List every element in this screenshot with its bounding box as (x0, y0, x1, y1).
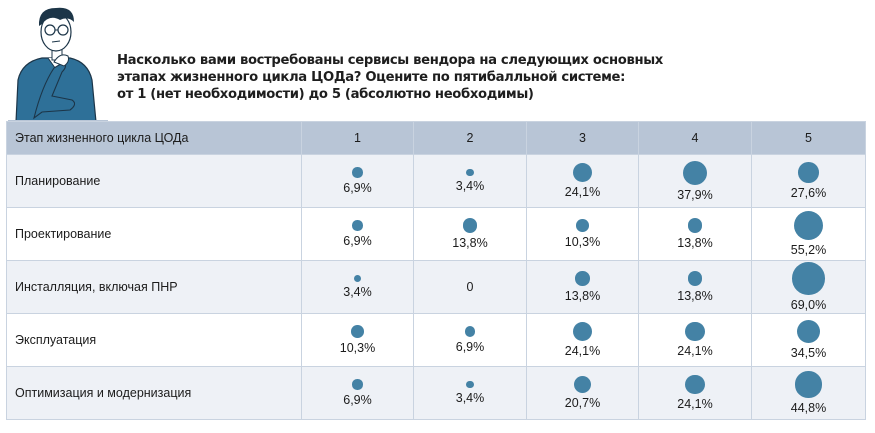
bubble-marker-icon (573, 375, 592, 394)
value-cell: 0 (413, 260, 527, 314)
percent-value: 24,1% (564, 185, 601, 200)
bubble-marker-icon (352, 379, 363, 390)
title-line-2: этапах жизненного цикла ЦОДа? Оцените по… (117, 70, 626, 85)
bubble-marker-icon (466, 380, 474, 389)
header-score-3: 3 (526, 121, 639, 155)
percent-value: 69,0% (790, 297, 827, 312)
stage-label: Оптимизация и модернизация (6, 366, 302, 420)
value-cell: 3,4% (413, 154, 527, 208)
bubble-marker-icon (792, 262, 825, 295)
percent-value: 13,8% (564, 288, 601, 303)
header-score-5: 5 (751, 121, 866, 155)
value-cell: 24,1% (526, 313, 639, 367)
stage-label: Планирование (6, 154, 302, 208)
percent-value: 3,4% (455, 179, 485, 194)
bubble-marker-icon (685, 321, 705, 342)
percent-value: 6,9% (343, 180, 372, 195)
bubble-marker-icon (797, 320, 820, 343)
value-cell: 13,8% (526, 260, 639, 314)
value-cell: 3,4% (413, 366, 527, 420)
bubble-marker-icon (352, 220, 363, 231)
value-cell: 3,4% (301, 260, 414, 314)
bubble-marker-icon (464, 326, 476, 337)
value-cell: 24,1% (526, 154, 639, 208)
bubble-marker-icon (572, 162, 593, 183)
title-line-3: от 1 (нет необходимости) до 5 (абсолютно… (117, 87, 534, 102)
percent-value: 10,3% (339, 340, 376, 355)
bubble-marker-icon (575, 271, 590, 286)
table-header-row: Этап жизненного цикла ЦОДа 1 2 3 4 5 (6, 121, 866, 155)
value-cell: 44,8% (751, 366, 866, 420)
value-cell: 6,9% (301, 366, 414, 420)
percent-value: 27,6% (790, 185, 827, 200)
stage-label: Эксплуатация (6, 313, 302, 367)
percent-value: 6,9% (343, 392, 372, 407)
value-cell: 6,9% (301, 207, 414, 261)
percent-value: 24,1% (677, 397, 713, 412)
value-cell: 37,9% (638, 154, 752, 208)
percent-value: 55,2% (790, 242, 827, 257)
percent-value: 24,1% (564, 344, 601, 359)
value-cell: 10,3% (301, 313, 414, 367)
value-cell: 69,0% (751, 260, 866, 314)
table-row: Оптимизация и модернизация 6,9% 3,4% 20,7% 2… (6, 366, 866, 420)
header-score-1: 1 (301, 121, 414, 155)
table-row: Проектирование 6,9% 13,8% 10,3% 13,8% 55,2% (6, 207, 866, 261)
value-cell: 55,2% (751, 207, 866, 261)
value-cell: 6,9% (301, 154, 414, 208)
bubble-marker-icon (462, 218, 478, 233)
bubble-marker-icon (794, 211, 823, 240)
percent-value: 6,9% (343, 233, 372, 248)
percent-value: 13,8% (452, 235, 488, 250)
percent-value: 3,4% (343, 285, 372, 300)
bubble-marker-icon (353, 274, 362, 283)
bubble-marker-icon (351, 325, 364, 338)
bubble-marker-icon (466, 168, 474, 177)
header-score-2: 2 (413, 121, 527, 155)
percent-value: 37,9% (677, 187, 713, 202)
bubble-marker-icon (352, 167, 363, 178)
percent-value: 6,9% (455, 339, 485, 354)
value-cell: 34,5% (751, 313, 866, 367)
bubble-marker-icon (687, 271, 703, 286)
percent-value: 20,7% (564, 396, 601, 411)
table-row: Эксплуатация 10,3% 6,9% 24,1% 24,1% 34,5% (6, 313, 866, 367)
header-stage: Этап жизненного цикла ЦОДа (6, 121, 302, 155)
percent-value: 13,8% (677, 288, 713, 303)
bubble-marker-icon (683, 160, 707, 185)
chart-title: Насколько вами востребованы сервисы венд… (117, 52, 677, 103)
stage-label: Проектирование (6, 207, 302, 261)
bubble-marker-icon (576, 219, 589, 232)
value-cell: 13,8% (638, 260, 752, 314)
thinking-man-illustration (8, 7, 108, 122)
percent-value: 10,3% (564, 234, 601, 249)
bubble-marker-icon (685, 374, 705, 395)
value-cell: 13,8% (638, 207, 752, 261)
title-line-1: Насколько вами востребованы сервисы венд… (117, 53, 663, 68)
percent-value: 13,8% (677, 235, 713, 250)
percent-value: 44,8% (790, 400, 827, 415)
table-row: Инсталляция, включая ПНР 3,4% 0 13,8% 13,8% 6… (6, 260, 866, 314)
value-cell: 24,1% (638, 366, 752, 420)
percent-value: 0 (466, 280, 474, 294)
bubble-marker-icon (687, 218, 703, 233)
value-cell: 10,3% (526, 207, 639, 261)
percent-value: 24,1% (677, 344, 713, 359)
stage-label: Инсталляция, включая ПНР (6, 260, 302, 314)
value-cell: 27,6% (751, 154, 866, 208)
value-cell: 6,9% (413, 313, 527, 367)
survey-bubble-table: Этап жизненного цикла ЦОДа 1 2 3 4 5 Пла… (6, 121, 866, 420)
value-cell: 20,7% (526, 366, 639, 420)
bubble-marker-icon (795, 371, 822, 398)
percent-value: 34,5% (790, 345, 827, 360)
header-score-4: 4 (638, 121, 752, 155)
table-row: Планирование 6,9% 3,4% 24,1% 37,9% 27,6% (6, 154, 866, 208)
percent-value: 3,4% (455, 391, 485, 406)
bubble-marker-icon (798, 162, 819, 183)
value-cell: 24,1% (638, 313, 752, 367)
bubble-marker-icon (572, 321, 593, 342)
value-cell: 13,8% (413, 207, 527, 261)
